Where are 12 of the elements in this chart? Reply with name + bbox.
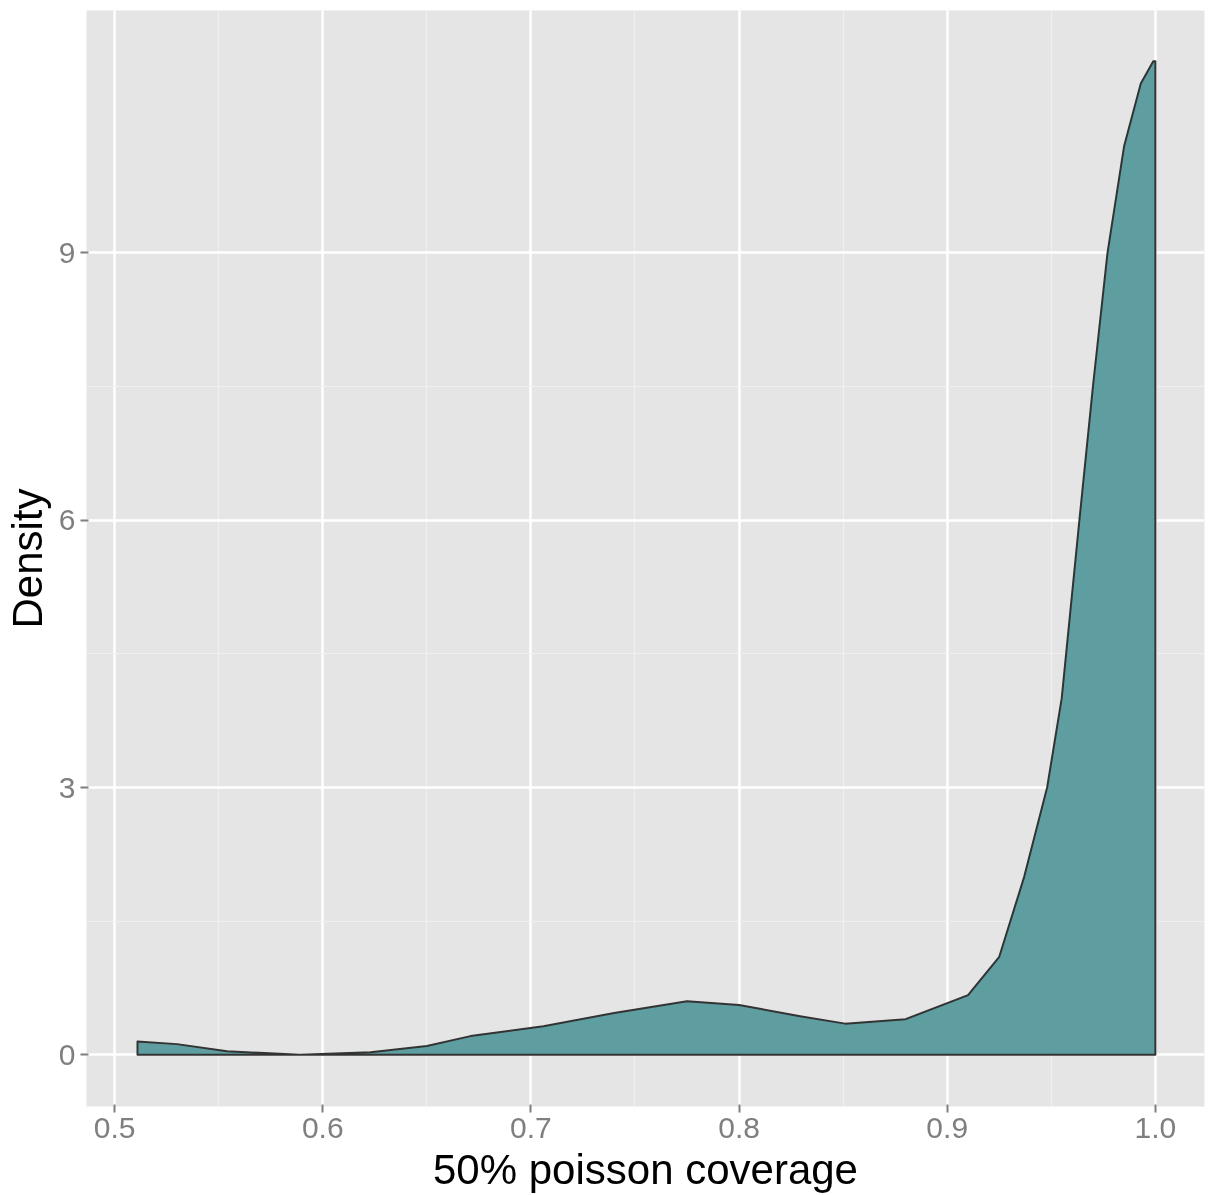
- x-tick-label: 0.7: [510, 1110, 552, 1144]
- y-axis-title: Density: [3, 488, 51, 629]
- y-tick-label: 9: [58, 235, 76, 269]
- x-axis-title: 50% poisson coverage: [433, 1145, 858, 1193]
- x-tick-label: 0.8: [718, 1110, 760, 1144]
- x-tick-label: 0.9: [926, 1110, 969, 1144]
- x-tick-label: 1.0: [1134, 1110, 1177, 1144]
- y-tick-label: 6: [58, 503, 76, 537]
- x-tick-label: 0.5: [93, 1110, 136, 1144]
- y-tick-label: 0: [58, 1037, 76, 1071]
- x-tick-label: 0.6: [301, 1110, 344, 1144]
- y-tick-label: 3: [58, 770, 76, 804]
